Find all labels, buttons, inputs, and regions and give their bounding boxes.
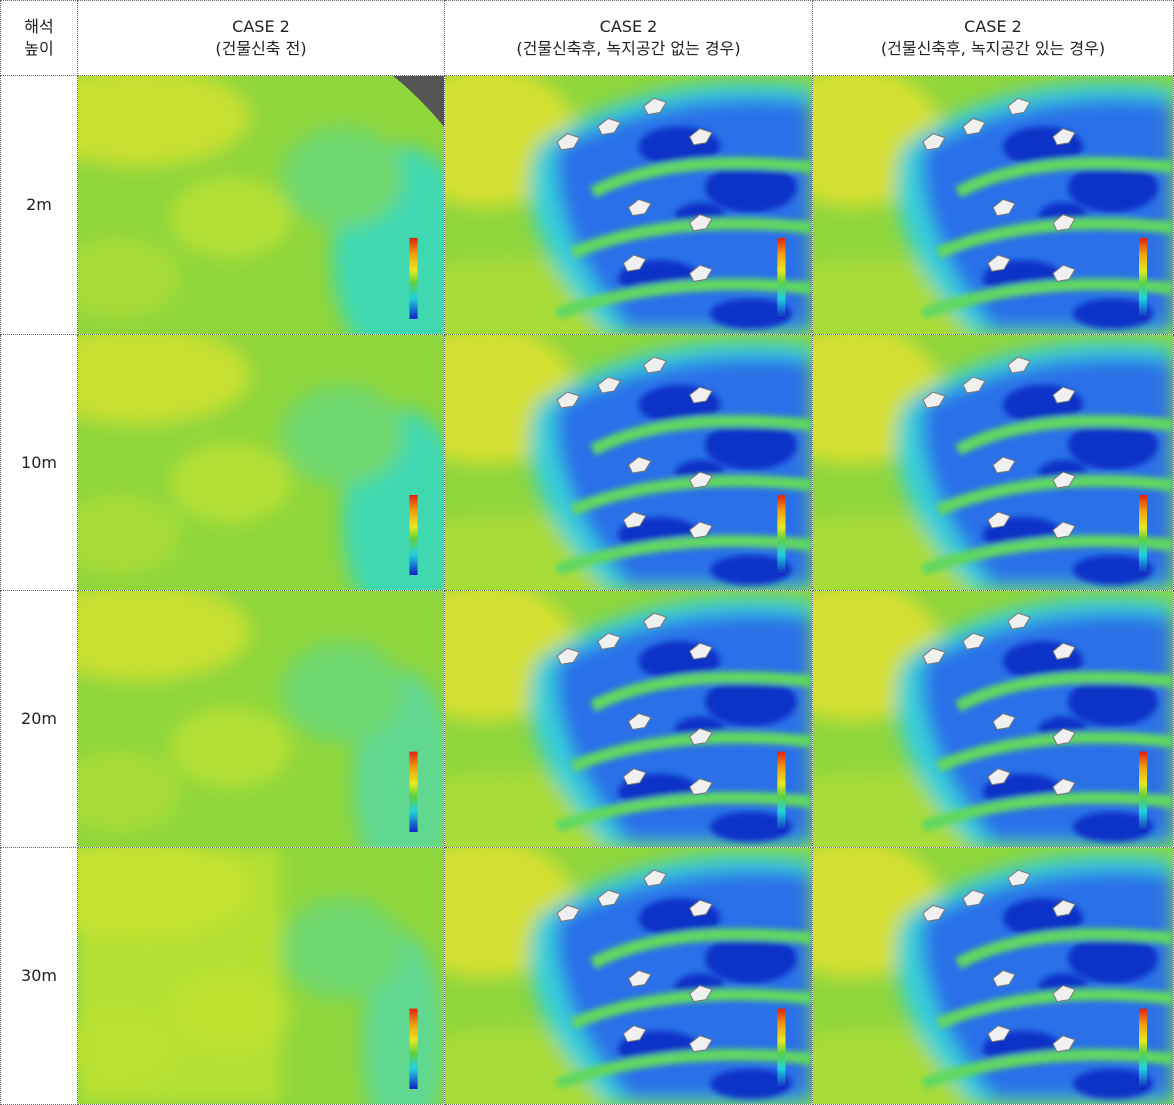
map-shape (170, 177, 292, 258)
image-cell (445, 591, 813, 848)
page: 해석높이CASE 2(건물신축 전)CASE 2(건물신축후, 녹지공간 없는 … (0, 0, 1174, 1105)
map-shape (777, 495, 785, 575)
image-cell (813, 76, 1174, 335)
case-subtitle: (건물신축후, 녹지공간 없는 경우) (516, 38, 740, 60)
image-cell (813, 335, 1174, 591)
map-shape (170, 443, 292, 523)
map-shape (409, 495, 417, 575)
map-shape (281, 641, 403, 741)
case-subtitle: (건물신축 전) (215, 38, 306, 60)
height-label: 20m (21, 708, 57, 730)
header-cell: CASE 2(건물신축후, 녹지공간 있는 경우) (813, 0, 1174, 76)
header-cell: CASE 2(건물신축 전) (78, 0, 445, 76)
contour-map (78, 591, 444, 847)
image-cell (78, 848, 445, 1105)
image-cell (445, 848, 813, 1105)
image-cell (445, 335, 813, 591)
map-shape (409, 238, 417, 319)
image-cell (813, 591, 1174, 848)
map-shape (281, 898, 403, 998)
contour-map (78, 76, 444, 334)
height-label: 2m (26, 194, 52, 216)
row-label-cell: 2m (0, 76, 78, 335)
map-shape (409, 1009, 417, 1089)
image-cell (78, 591, 445, 848)
row-label-cell: 10m (0, 335, 78, 591)
map-shape (78, 848, 281, 1104)
map-shape (777, 752, 785, 832)
image-cell (445, 76, 813, 335)
map-shape (170, 707, 292, 787)
contour-map (445, 76, 812, 334)
map-shape (409, 752, 417, 832)
height-label: 30m (21, 965, 57, 987)
contour-map (813, 335, 1173, 590)
image-cell (78, 335, 445, 591)
row-label-cell: 20m (0, 591, 78, 848)
header-cell: CASE 2(건물신축후, 녹지공간 없는 경우) (445, 0, 813, 76)
image-cell (813, 848, 1174, 1105)
map-shape (777, 1009, 785, 1089)
row-label-cell: 30m (0, 848, 78, 1105)
header-label: 해석 (24, 16, 53, 38)
contour-map (813, 848, 1173, 1104)
case-title: CASE 2 (232, 16, 290, 38)
case-title: CASE 2 (964, 16, 1022, 38)
map-shape (281, 385, 403, 485)
height-label: 10m (21, 452, 57, 474)
map-shape (1139, 752, 1147, 832)
map-shape (281, 127, 403, 228)
map-shape (1139, 1009, 1147, 1089)
map-shape (1139, 238, 1147, 319)
contour-map (445, 848, 812, 1104)
contour-map (78, 848, 444, 1104)
image-cell (78, 76, 445, 335)
map-shape (1139, 495, 1147, 575)
contour-map (813, 591, 1173, 847)
case-title: CASE 2 (600, 16, 658, 38)
header-label: 높이 (24, 38, 53, 60)
contour-map (445, 335, 812, 590)
contour-map (78, 335, 444, 590)
map-shape (777, 238, 785, 319)
contour-map (813, 76, 1173, 334)
contour-map (445, 591, 812, 847)
case-subtitle: (건물신축후, 녹지공간 있는 경우) (881, 38, 1105, 60)
